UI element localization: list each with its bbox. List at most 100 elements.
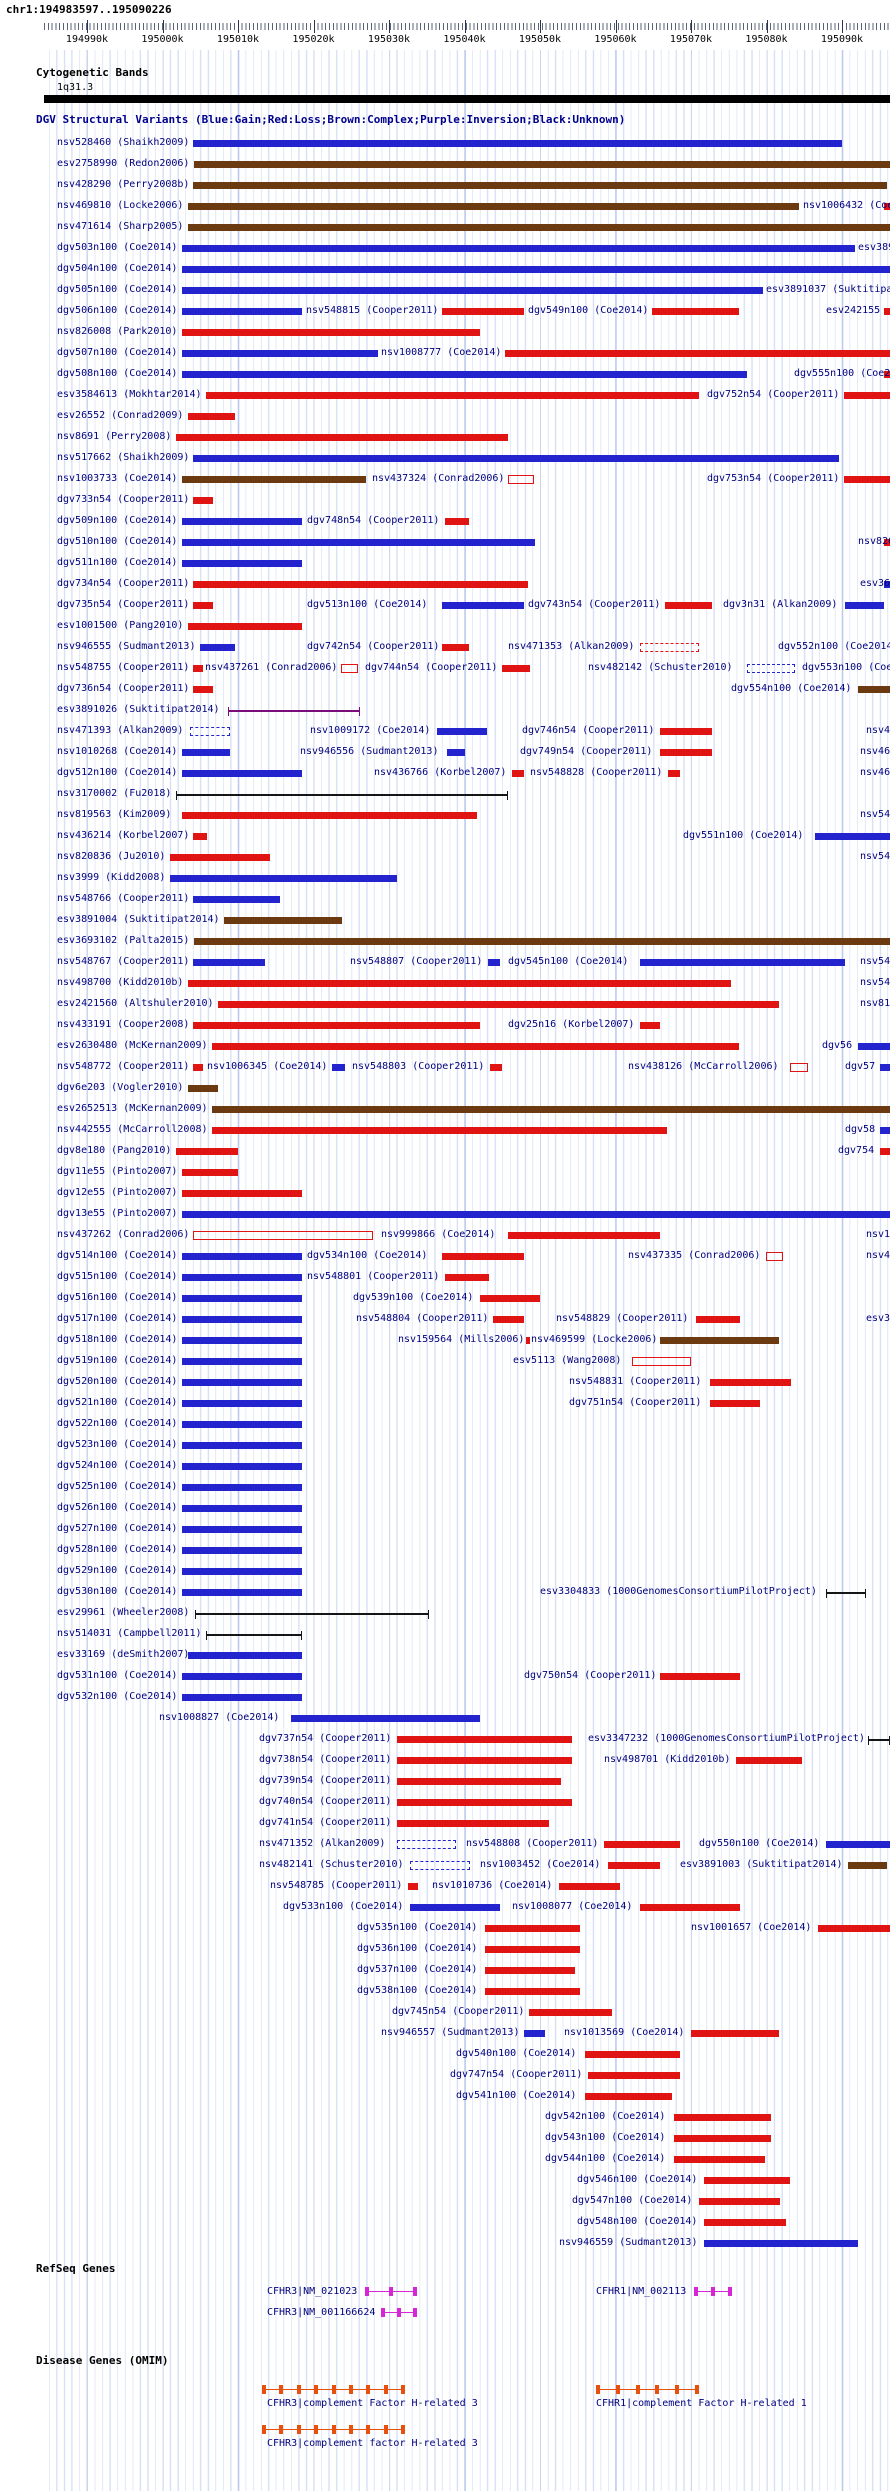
variant-bar[interactable] [193, 581, 528, 588]
variant-label[interactable]: nsv826 [858, 536, 890, 547]
variant-bar[interactable] [182, 329, 480, 336]
variant-bar[interactable] [206, 392, 699, 399]
variant-label[interactable]: nsv548831 (Cooper2011) [569, 1376, 702, 1387]
variant-label[interactable]: dgv746n54 (Cooper2011) [522, 725, 655, 736]
variant-bar[interactable] [640, 1022, 660, 1029]
variant-label[interactable]: nsv517662 (Shaikh2009) [57, 452, 190, 463]
variant-bar[interactable] [790, 1063, 808, 1072]
variant-label[interactable]: dgv507n100 (Coe2014) [57, 347, 178, 358]
variant-label[interactable]: dgv750n54 (Cooper2011) [524, 1670, 657, 1681]
variant-bar[interactable] [188, 623, 302, 630]
variant-label[interactable]: dgv56 [822, 1040, 853, 1051]
variant-bar[interactable] [710, 1379, 791, 1386]
variant-label[interactable]: dgv525n100 (Coe2014) [57, 1481, 178, 1492]
variant-label[interactable]: nsv514031 (Campbell2011) [57, 1628, 202, 1639]
variant-label[interactable]: dgv517n100 (Coe2014) [57, 1313, 178, 1324]
variant-label[interactable]: nsv548828 (Cooper2011) [530, 767, 663, 778]
variant-label[interactable]: nsv8691 (Perry2008) [57, 431, 172, 442]
variant-label[interactable]: dgv523n100 (Coe2014) [57, 1439, 178, 1450]
variant-bar[interactable] [880, 1064, 890, 1071]
variant-label[interactable]: dgv540n100 (Coe2014) [456, 2048, 577, 2059]
variant-bar[interactable] [176, 1148, 238, 1155]
variant-bar[interactable] [188, 1085, 218, 1092]
variant-label[interactable]: esv3891003 (Suktitipat2014) [680, 1859, 843, 1870]
variant-label[interactable]: esv3891037 (Suktitipat2014) [766, 284, 890, 295]
variant-bar[interactable] [193, 1064, 203, 1071]
variant-bar[interactable] [182, 1190, 302, 1197]
variant-label[interactable]: nsv1001657 (Coe2014) [691, 1922, 812, 1933]
variant-bar[interactable] [397, 1757, 572, 1764]
gene-glyph[interactable] [381, 2307, 417, 2318]
variant-bar[interactable] [182, 245, 855, 252]
variant-bar[interactable] [844, 476, 890, 483]
variant-bar[interactable] [884, 308, 890, 315]
variant-label[interactable]: nsv528460 (Shaikh2009) [57, 137, 190, 148]
variant-bar[interactable] [182, 1169, 238, 1176]
variant-bar[interactable] [182, 1358, 302, 1365]
variant-label[interactable]: nsv437324 (Conrad2006) [372, 473, 505, 484]
variant-bar[interactable] [182, 539, 535, 546]
variant-label[interactable]: dgv57 [845, 1061, 876, 1072]
variant-bar[interactable] [182, 1694, 302, 1701]
variant-label[interactable]: dgv504n100 (Coe2014) [57, 263, 178, 274]
variant-label[interactable]: nsv818 [860, 998, 890, 1009]
variant-bar[interactable] [188, 980, 731, 987]
variant-bar[interactable] [640, 643, 699, 652]
variant-label[interactable]: dgv545n100 (Coe2014) [508, 956, 629, 967]
variant-bar[interactable] [608, 1862, 660, 1869]
variant-bar[interactable] [704, 2219, 786, 2226]
variant-bar[interactable] [704, 2177, 790, 2184]
variant-label[interactable]: dgv515n100 (Coe2014) [57, 1271, 178, 1282]
variant-label[interactable]: esv3584613 (Mokhtar2014) [57, 389, 202, 400]
variant-label[interactable]: nsv946555 (Sudmant2013) [57, 641, 196, 652]
variant-label[interactable]: nsv1010268 (Coe2014) [57, 746, 178, 757]
variant-label[interactable]: nsv1008077 (Coe2014) [512, 1901, 633, 1912]
variant-bar[interactable] [182, 1337, 302, 1344]
variant-bar[interactable] [585, 2051, 680, 2058]
variant-label[interactable]: nsv1013569 (Coe2014) [564, 2027, 685, 2038]
variant-label[interactable]: nsv10 [866, 1229, 890, 1240]
variant-bar[interactable] [182, 371, 747, 378]
variant-bar[interactable] [845, 602, 884, 609]
variant-label[interactable]: dgv553n100 (Coe2014) [802, 662, 890, 673]
variant-label[interactable]: dgv752n54 (Cooper2011) [707, 389, 840, 400]
variant-bar[interactable] [176, 434, 508, 441]
variant-bar[interactable] [193, 665, 203, 672]
variant-label[interactable]: dgv519n100 (Coe2014) [57, 1355, 178, 1366]
variant-label[interactable]: dgv12e55 (Pinto2007) [57, 1187, 178, 1198]
variant-bar[interactable] [193, 497, 213, 504]
variant-bar[interactable] [815, 833, 890, 840]
variant-label[interactable]: nsv548807 (Cooper2011) [350, 956, 483, 967]
variant-bar[interactable] [212, 1127, 667, 1134]
variant-bar[interactable] [193, 686, 213, 693]
variant-bar[interactable] [182, 1211, 890, 1218]
cytoband-bar[interactable] [44, 95, 890, 103]
variant-label[interactable]: dgv538n100 (Coe2014) [357, 1985, 478, 1996]
variant-bar[interactable] [844, 392, 890, 399]
variant-bar[interactable] [445, 1274, 489, 1281]
variant-bar[interactable] [508, 475, 534, 484]
variant-bar[interactable] [193, 896, 280, 903]
variant-bar[interactable] [660, 728, 712, 735]
variant-label[interactable]: esv3891026 (Suktitipat2014) [57, 704, 220, 715]
coordinate-ruler[interactable]: 194990k 195000k 195010k 195020k 195030k 19504… [0, 20, 890, 50]
variant-bar[interactable] [660, 749, 712, 756]
variant-label[interactable]: esv26552 (Conrad2009) [57, 410, 184, 421]
variant-label[interactable]: nsv1003452 (Coe2014) [480, 1859, 601, 1870]
variant-label[interactable]: dgv537n100 (Coe2014) [357, 1964, 478, 1975]
variant-bar[interactable] [442, 1253, 524, 1260]
variant-bar[interactable] [212, 1043, 739, 1050]
variant-label[interactable]: dgv754 [838, 1145, 875, 1156]
variant-bar[interactable] [880, 1127, 890, 1134]
variant-label[interactable]: dgv733n54 (Cooper2011) [57, 494, 190, 505]
variant-bar[interactable] [668, 770, 680, 777]
variant-bar[interactable] [397, 1820, 549, 1827]
variant-label[interactable]: nsv437335 (Conrad2006) [628, 1250, 761, 1261]
variant-bar[interactable] [408, 1883, 418, 1890]
variant-label[interactable]: dgv742n54 (Cooper2011) [307, 641, 440, 652]
variant-label[interactable]: nsv1003733 (Coe2014) [57, 473, 178, 484]
variant-label[interactable]: dgv735n54 (Cooper2011) [57, 599, 190, 610]
variant-label[interactable]: nsv436214 (Korbel2007) [57, 830, 190, 841]
variant-label[interactable]: dgv13e55 (Pinto2007) [57, 1208, 178, 1219]
variant-label[interactable]: nsv1010736 (Coe2014) [432, 1880, 553, 1891]
